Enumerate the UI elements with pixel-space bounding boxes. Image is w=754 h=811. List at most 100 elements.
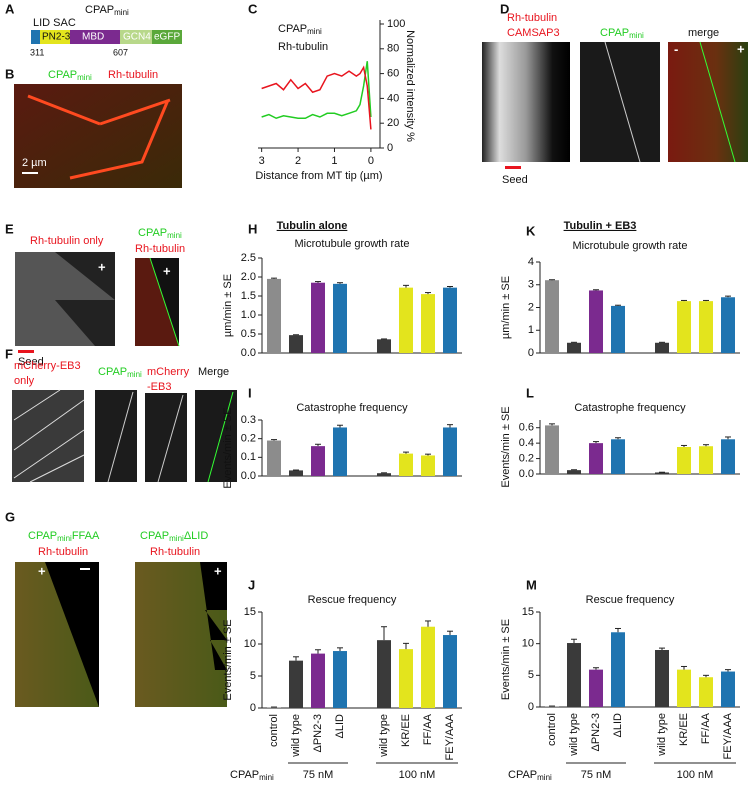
bar xyxy=(721,439,735,474)
image-label: CPAPmini xyxy=(48,69,92,82)
y-tick-label: 1 xyxy=(528,324,534,336)
x-tick-label: wild type xyxy=(568,713,580,757)
y-tick-label: 3 xyxy=(528,279,534,291)
bar xyxy=(655,472,669,474)
x-tick-label: 1 xyxy=(331,155,337,167)
bar xyxy=(267,707,281,708)
bar xyxy=(611,439,625,474)
bar xyxy=(699,446,713,474)
image-label: only xyxy=(14,375,35,387)
bar xyxy=(721,671,735,707)
panel-letter: J xyxy=(248,577,255,592)
panel-letter: A xyxy=(5,1,15,16)
y-axis-label: Events/min ± SE xyxy=(222,619,234,700)
bar xyxy=(655,342,669,353)
y-axis-label: Events/min ± SE xyxy=(500,619,512,700)
track xyxy=(699,41,736,163)
bar xyxy=(421,626,435,708)
kymograph xyxy=(145,393,187,482)
image-label: Rh-tubulin xyxy=(507,12,557,24)
bar xyxy=(589,443,603,474)
domain-label: eGFP xyxy=(154,32,180,43)
bar xyxy=(267,440,281,476)
chart-title: Catastrophe frequency xyxy=(296,402,408,414)
chart-title: Microtubule growth rate xyxy=(295,238,410,250)
y-tick-label: 0.4 xyxy=(519,437,534,449)
y-tick-label: 0.1 xyxy=(241,451,256,463)
legend-sub: mini xyxy=(307,27,322,36)
track xyxy=(149,257,180,347)
image-label: Merge xyxy=(198,366,229,378)
y-tick-label: 0 xyxy=(528,347,534,359)
y-tick-label: 20 xyxy=(387,117,399,129)
end-label: + xyxy=(98,259,106,274)
bar xyxy=(677,447,691,474)
image-label: mCherry-EB3 xyxy=(14,360,81,372)
y-tick-label: 0.2 xyxy=(241,433,256,445)
image-label: CPAPmini xyxy=(98,366,142,379)
bar xyxy=(545,706,559,707)
domain-title: CPAPmini xyxy=(85,4,129,17)
kymograph xyxy=(195,390,237,482)
bar xyxy=(611,632,625,707)
track xyxy=(207,391,234,483)
kymograph xyxy=(12,390,84,482)
column-header: Tubulin + EB3 xyxy=(564,220,637,232)
domain-label: MBD xyxy=(82,32,104,43)
y-tick-label: 1.0 xyxy=(241,309,256,321)
bar xyxy=(677,669,691,707)
y-tick-label: 15 xyxy=(244,606,256,618)
x-tick-label: ΔPN2-3 xyxy=(590,713,602,752)
y-tick-label: 10 xyxy=(522,638,534,650)
seed-label: Seed xyxy=(502,174,528,186)
series-line xyxy=(261,61,372,120)
y-tick-label: 4 xyxy=(528,256,534,268)
track xyxy=(604,41,641,163)
legend-name: Rh-tubulin xyxy=(278,41,328,53)
seed-bar xyxy=(505,166,521,169)
y-tick-label: 0.0 xyxy=(241,470,256,482)
group-label: 75 nM xyxy=(581,769,612,781)
bar xyxy=(443,287,457,353)
y-tick-label: 10 xyxy=(244,638,256,650)
residue: 311 xyxy=(30,47,44,57)
growth xyxy=(45,562,99,707)
y-tick-label: 0 xyxy=(528,701,534,713)
bar xyxy=(333,651,347,708)
panel-letter: L xyxy=(526,385,534,400)
bar xyxy=(311,446,325,476)
x-tick-label: FEY/AAA xyxy=(444,713,456,760)
bar xyxy=(421,455,435,476)
domain-top: LID SAC xyxy=(33,17,76,29)
bar xyxy=(399,453,413,476)
bar xyxy=(333,427,347,476)
y-axis-label: Events/min ± SE xyxy=(500,406,512,487)
x-tick-label: FEY/AAA xyxy=(722,712,734,759)
bar xyxy=(677,301,691,353)
y-tick-label: 100 xyxy=(387,18,405,30)
y-tick-label: 5 xyxy=(250,670,256,682)
bar xyxy=(267,278,281,353)
y-tick-label: 0 xyxy=(250,702,256,714)
x-tick-label: ΔLID xyxy=(612,713,624,738)
scale-label: 2 µm xyxy=(22,157,47,169)
group-label: 75 nM xyxy=(303,769,334,781)
bar xyxy=(377,640,391,708)
panel-letter: E xyxy=(5,221,14,236)
image-label: CAMSAP3 xyxy=(507,27,560,39)
scale-bar xyxy=(80,568,90,570)
domain xyxy=(70,30,120,44)
bar xyxy=(567,643,581,707)
x-tick-label: KR/EE xyxy=(400,714,412,747)
group-prefix: CPAPmini xyxy=(230,769,274,782)
x-tick-label: FF/AA xyxy=(700,712,712,744)
label-sub: mini xyxy=(537,773,552,782)
panel-letter: M xyxy=(526,577,537,592)
panel-letter: D xyxy=(500,1,509,16)
growth xyxy=(55,252,115,346)
x-tick-label: control xyxy=(546,713,558,746)
y-tick-label: 0 xyxy=(387,142,393,154)
x-tick-label: 3 xyxy=(259,155,265,167)
group-label: 100 nM xyxy=(677,769,714,781)
